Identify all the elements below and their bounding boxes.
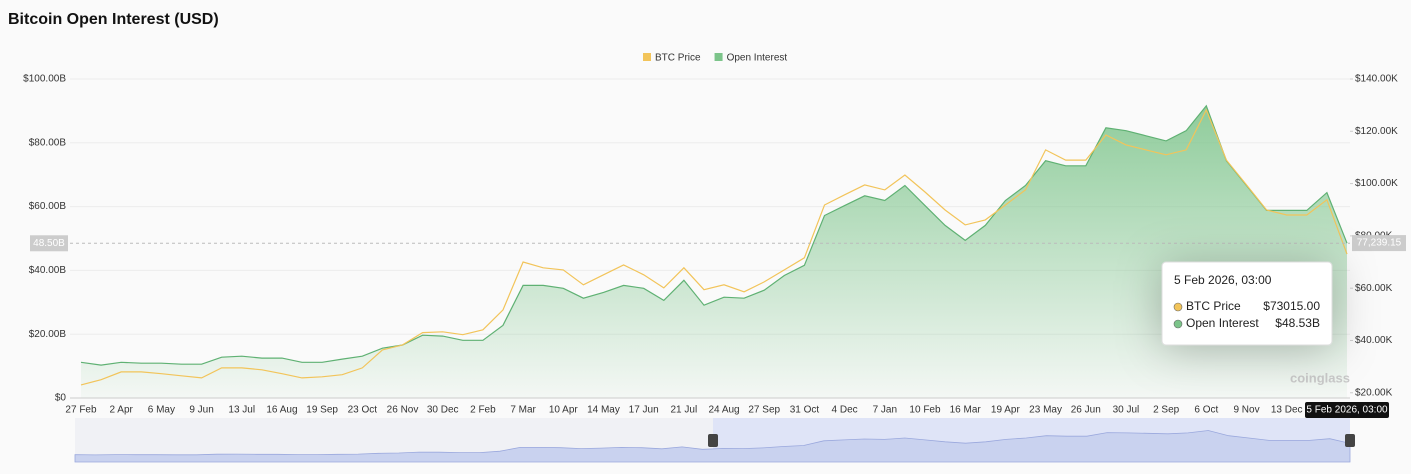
y2-tick-label: $40.00K [1355,335,1393,346]
x-tick-label: 9 Jun [189,405,213,416]
x-tick-label: 2 Apr [110,405,134,416]
x-tick-label: 10 Feb [909,405,941,416]
x-tick-label: 30 Dec [427,405,459,416]
crosshair-y2-label: 77,239.15 [1357,238,1402,249]
y-tick-label: $80.00B [29,137,67,148]
x-tick-label: 2 Feb [470,405,496,416]
x-tick-label: 21 Jul [671,405,698,416]
tooltip-name: Open Interest [1186,316,1259,330]
y2-tick-label: $120.00K [1355,126,1398,137]
chart-title: Bitcoin Open Interest (USD) [8,11,219,28]
x-tick-label: 10 Apr [549,405,579,416]
x-tick-label: 14 May [587,405,620,416]
tooltip-name: BTC Price [1186,299,1241,313]
line [80,108,1348,386]
area [81,105,1347,399]
y-tick-label: $60.00B [29,201,67,212]
y2-tick-label: $100.00K [1355,178,1398,189]
x-tick-label: 23 May [1029,405,1062,416]
watermark: coinglass [1290,370,1350,385]
x-tick-label: 26 Nov [387,405,419,416]
x-tick-label: 6 Oct [1194,405,1218,416]
x-tick-label: 16 Aug [266,405,297,416]
x-tick-label: 9 Nov [1233,405,1259,416]
x-tick-label: 19 Apr [991,405,1021,416]
x-tick-label: 23 Oct [348,405,378,416]
x-tick-label: 16 Mar [950,405,982,416]
tooltip-title: 5 Feb 2026, 03:00 [1174,273,1272,287]
slider-handle[interactable] [1345,434,1355,447]
legend-swatch [643,53,651,61]
x-tick-label: 13 Jul [228,405,255,416]
tooltip-dot [1173,302,1183,312]
x-pointer-box [1305,402,1389,418]
x-pointer-label: 5 Feb 2026, 03:00 [1306,405,1388,416]
tooltip-dot [1173,319,1183,329]
slider-area [74,430,1351,463]
tooltip-box [1161,261,1333,346]
x-tick-label: 19 Sep [306,405,338,416]
line [80,104,1348,366]
tooltip-value: $48.53B [1275,316,1320,330]
y-tick-label: $100.00B [23,74,66,85]
crosshair-y-label: 48.50B [33,238,65,249]
x-tick-label: 27 Sep [748,405,780,416]
y2-tick-label: $20.00K [1355,387,1393,398]
y-tick-label: $40.00B [29,265,67,276]
x-tick-label: 7 Jan [873,405,897,416]
y-tick-label: $0 [55,393,67,404]
y2-tick-label: $60.00K [1355,283,1393,294]
slider-handle[interactable] [708,434,718,447]
y2-tick-label: $140.00K [1355,74,1398,85]
y-tick-label: $20.00B [29,329,67,340]
x-tick-label: 31 Oct [790,405,820,416]
crosshair-y2-box [1352,235,1406,252]
crosshair-y-box [30,235,68,252]
x-tick-label: 26 Jun [1071,405,1101,416]
x-tick-label: 30 Jul [1113,405,1140,416]
x-tick-label: 13 Dec [1271,405,1303,416]
x-tick-label: 7 Mar [510,405,536,416]
x-tick-label: 17 Jun [629,405,659,416]
x-tick-label: 27 Feb [65,405,97,416]
x-tick-label: 24 Aug [708,405,739,416]
legend-label: Open Interest [727,53,788,64]
x-tick-label: 4 Dec [832,405,858,416]
tooltip-value: $73015.00 [1263,299,1320,313]
x-tick-label: 6 May [148,405,175,416]
legend-swatch [714,53,723,61]
x-tick-label: 2 Sep [1153,405,1180,416]
legend-label: BTC Price [655,53,701,64]
